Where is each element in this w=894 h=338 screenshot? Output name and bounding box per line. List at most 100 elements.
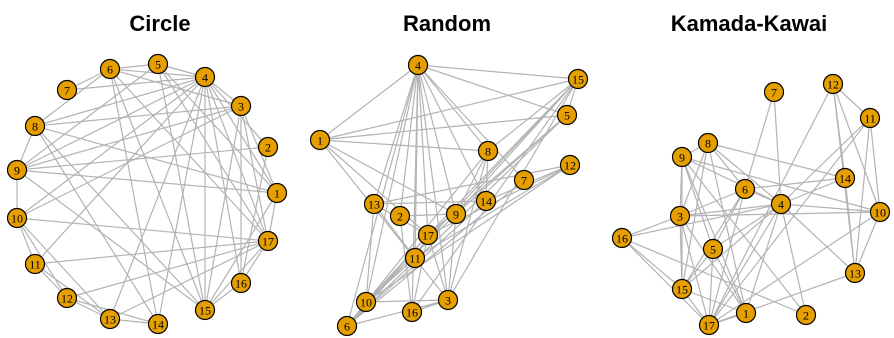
node-16: 16: [611, 227, 633, 249]
node-12: 12: [56, 287, 78, 309]
node-4: 4: [407, 54, 429, 76]
edge-10-12: [832, 83, 881, 213]
edges-random: [319, 64, 579, 327]
edge-6-14: [744, 177, 846, 190]
node-circle: [822, 73, 844, 95]
node-label: 12: [827, 78, 839, 92]
edge-1-15: [681, 288, 747, 314]
node-9: 9: [671, 146, 693, 168]
node-circle: [257, 230, 279, 252]
edge-6-15: [109, 68, 206, 311]
node-16: 16: [401, 301, 423, 323]
node-label: 12: [564, 159, 576, 173]
node-circle: [6, 207, 28, 229]
edge-4-14: [417, 64, 487, 202]
edge-1-17: [319, 139, 429, 236]
node-15: 15: [194, 299, 216, 321]
edge-4-6: [346, 64, 419, 327]
edge-1-9: [16, 169, 278, 194]
node-circle: [355, 291, 377, 313]
node-circle: [24, 115, 46, 137]
edge-11-13: [854, 117, 871, 274]
node-label: 1: [317, 134, 323, 148]
edge-8-15: [487, 78, 579, 152]
node-label: 2: [803, 309, 809, 323]
node-circle: [770, 193, 792, 215]
edge-10-11: [365, 257, 416, 303]
node-circle: [702, 238, 724, 260]
edge-10-13: [365, 203, 375, 303]
node-15: 15: [567, 68, 589, 90]
node-8: 8: [477, 140, 499, 162]
node-circle: [389, 205, 411, 227]
edge-3-8: [679, 142, 709, 217]
node-label: 7: [521, 174, 527, 188]
node-circle: [671, 278, 693, 300]
node-13: 13: [99, 308, 121, 330]
node-17: 17: [417, 224, 439, 246]
node-1: 1: [309, 129, 331, 151]
node-circle: [24, 253, 46, 275]
node-circle: [844, 262, 866, 284]
node-label: 13: [104, 313, 116, 327]
node-circle: [147, 53, 169, 75]
edge-1-8: [319, 139, 489, 152]
edge-3-17: [240, 105, 269, 242]
node-circle: [567, 68, 589, 90]
node-label: 13: [368, 198, 380, 212]
node-circle: [735, 302, 757, 324]
edge-4-7: [66, 76, 206, 91]
edges-circle: [16, 63, 278, 325]
node-label: 2: [397, 210, 403, 224]
node-6: 6: [734, 178, 756, 200]
edge-3-15: [204, 105, 242, 311]
node-label: 16: [406, 306, 418, 320]
node-8: 8: [24, 115, 46, 137]
node-circle: [859, 107, 881, 129]
node-circle: [417, 224, 439, 246]
node-circle: [266, 182, 288, 204]
node-label: 5: [155, 58, 161, 72]
node-circle: [795, 304, 817, 326]
node-7: 7: [763, 81, 785, 103]
node-circle: [671, 146, 693, 168]
edge-4-10: [780, 203, 881, 213]
edge-1-4: [319, 64, 419, 141]
node-12: 12: [559, 154, 581, 176]
node-2: 2: [795, 304, 817, 326]
node-circle: [698, 314, 720, 336]
node-label: 14: [839, 172, 851, 186]
node-7: 7: [513, 169, 535, 191]
edge-5-6: [712, 188, 746, 250]
edge-4-17: [417, 64, 429, 236]
node-label: 2: [265, 141, 271, 155]
node-circle: [336, 315, 358, 337]
node-label: 1: [274, 187, 280, 201]
edge-4-10: [16, 76, 206, 219]
edge-8-9: [455, 150, 489, 215]
edge-3-10: [16, 105, 242, 219]
node-circle: [309, 129, 331, 151]
edge-11-17: [708, 117, 871, 326]
node-circle: [194, 66, 216, 88]
edge-4-14: [157, 76, 206, 325]
edge-1-8: [34, 125, 278, 194]
edge-3-9: [447, 213, 457, 301]
edge-10-17: [365, 234, 429, 303]
edge-12-14: [832, 83, 846, 179]
node-5: 5: [556, 104, 578, 126]
edge-6-14: [109, 68, 159, 325]
edge-4-7: [417, 64, 525, 181]
edge-2-16: [399, 215, 413, 313]
edge-3-16: [621, 215, 681, 239]
edge-1-5: [319, 114, 568, 141]
node-label: 16: [616, 232, 628, 246]
edge-3-10: [365, 299, 449, 303]
node-17: 17: [698, 314, 720, 336]
edge-10-17: [708, 211, 881, 326]
node-label: 17: [422, 229, 434, 243]
edge-1-15: [319, 78, 579, 141]
